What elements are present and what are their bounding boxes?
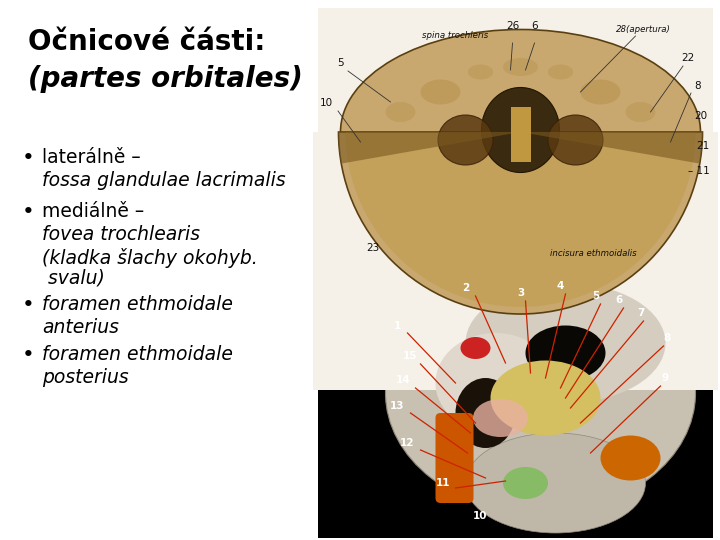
Text: 10: 10 bbox=[473, 511, 487, 521]
Ellipse shape bbox=[503, 58, 538, 76]
Text: foramen ethmoidale: foramen ethmoidale bbox=[42, 295, 233, 314]
Ellipse shape bbox=[503, 467, 548, 499]
Text: 10: 10 bbox=[320, 98, 333, 108]
Ellipse shape bbox=[473, 399, 528, 437]
Text: 14: 14 bbox=[396, 375, 411, 385]
Bar bbox=[318, 8, 713, 266]
Wedge shape bbox=[346, 132, 696, 307]
Text: anterius: anterius bbox=[42, 318, 119, 337]
Wedge shape bbox=[338, 132, 521, 164]
Text: 9: 9 bbox=[662, 373, 669, 383]
Text: 15: 15 bbox=[403, 351, 418, 361]
Text: 6: 6 bbox=[615, 295, 622, 305]
Ellipse shape bbox=[420, 79, 461, 105]
Ellipse shape bbox=[436, 333, 556, 433]
Text: 13: 13 bbox=[390, 401, 405, 411]
Text: (partes orbitales): (partes orbitales) bbox=[28, 65, 302, 93]
Wedge shape bbox=[338, 132, 703, 314]
Ellipse shape bbox=[526, 326, 606, 381]
Bar bbox=[313, 132, 718, 390]
Text: •: • bbox=[22, 202, 35, 222]
Ellipse shape bbox=[490, 361, 600, 435]
Text: incisura ethmoidalis: incisura ethmoidalis bbox=[551, 249, 637, 259]
Text: laterálně –: laterálně – bbox=[42, 148, 140, 167]
Text: 11: 11 bbox=[436, 478, 451, 488]
Text: – 11: – 11 bbox=[688, 166, 710, 176]
Ellipse shape bbox=[600, 435, 660, 481]
Text: 26: 26 bbox=[506, 21, 519, 31]
Ellipse shape bbox=[626, 102, 655, 122]
Bar bbox=[318, 268, 713, 538]
Text: svalu): svalu) bbox=[42, 268, 105, 287]
Text: 1: 1 bbox=[394, 321, 401, 331]
Ellipse shape bbox=[385, 273, 696, 513]
Text: 3: 3 bbox=[517, 288, 524, 298]
Text: posterius: posterius bbox=[42, 368, 129, 387]
Text: mediálně –: mediálně – bbox=[42, 202, 144, 221]
FancyBboxPatch shape bbox=[436, 413, 474, 503]
Text: 6: 6 bbox=[531, 21, 538, 31]
Text: 23: 23 bbox=[366, 243, 379, 253]
Text: 7: 7 bbox=[636, 308, 644, 318]
Text: •: • bbox=[22, 295, 35, 315]
Text: 22: 22 bbox=[681, 53, 695, 63]
Ellipse shape bbox=[461, 337, 490, 359]
Ellipse shape bbox=[466, 283, 665, 403]
Ellipse shape bbox=[385, 102, 415, 122]
Text: 20: 20 bbox=[694, 111, 708, 121]
Text: •: • bbox=[22, 345, 35, 365]
Text: 5: 5 bbox=[337, 58, 343, 68]
Text: 4: 4 bbox=[557, 281, 564, 291]
Text: foramen ethmoidale: foramen ethmoidale bbox=[42, 345, 233, 364]
Text: 12: 12 bbox=[400, 438, 415, 448]
Ellipse shape bbox=[482, 87, 559, 172]
Ellipse shape bbox=[456, 378, 516, 448]
Text: spina trochleris: spina trochleris bbox=[423, 31, 489, 40]
Ellipse shape bbox=[580, 79, 621, 105]
Ellipse shape bbox=[341, 30, 701, 234]
Text: (kladka šlachy okohyb.: (kladka šlachy okohyb. bbox=[42, 248, 258, 268]
Ellipse shape bbox=[468, 64, 493, 79]
Ellipse shape bbox=[548, 115, 603, 165]
Ellipse shape bbox=[548, 64, 573, 79]
Bar bbox=[510, 107, 531, 162]
Text: 21: 21 bbox=[696, 141, 710, 151]
Text: 28(apertura): 28(apertura) bbox=[616, 25, 670, 35]
Ellipse shape bbox=[466, 433, 646, 533]
Text: 8: 8 bbox=[695, 81, 701, 91]
Text: 8: 8 bbox=[664, 333, 671, 343]
Text: 5: 5 bbox=[592, 291, 599, 301]
Text: fovea trochlearis: fovea trochlearis bbox=[42, 225, 200, 244]
Text: fossa glandulae lacrimalis: fossa glandulae lacrimalis bbox=[42, 171, 286, 190]
Text: Očnicové části:: Očnicové části: bbox=[28, 28, 266, 56]
Wedge shape bbox=[521, 132, 703, 164]
Text: 2: 2 bbox=[462, 283, 469, 293]
Text: •: • bbox=[22, 148, 35, 168]
Ellipse shape bbox=[438, 115, 493, 165]
